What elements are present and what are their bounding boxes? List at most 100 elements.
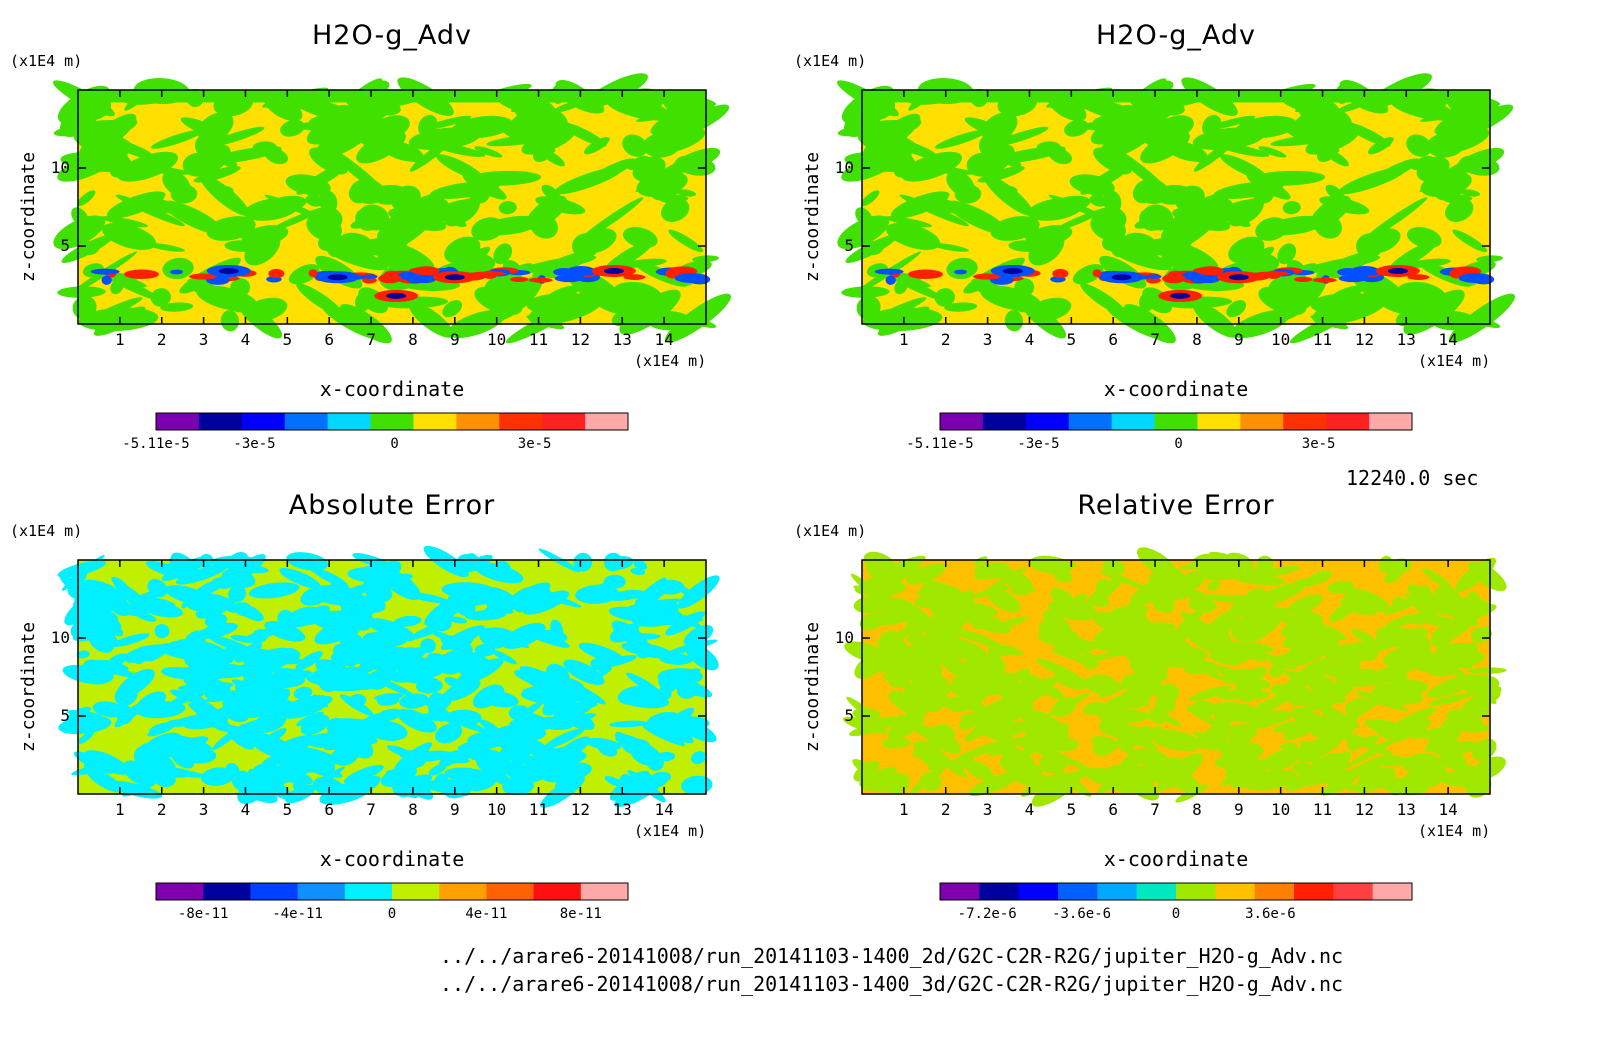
colorbar-segment — [542, 413, 586, 430]
x-tick-label: 2 — [156, 330, 167, 349]
file-path-2d: ../../arare6-20141008/run_20141103-1400_… — [440, 944, 1344, 968]
x-tick-label: 1 — [115, 800, 125, 819]
field-texture — [53, 73, 732, 344]
colorbar-segment — [413, 413, 457, 430]
x-tick-label: 4 — [240, 330, 251, 349]
x-axis-label: x-coordinate — [1103, 377, 1249, 401]
x-tick-label: 3 — [982, 330, 993, 349]
x-tick-label: 4 — [1024, 330, 1035, 349]
colorbar-segment — [250, 883, 299, 900]
heatmap-plot — [842, 547, 1507, 807]
x-tick-label: 10 — [1271, 800, 1291, 819]
colorbar-tick-label: 8e-11 — [559, 906, 602, 922]
colorbar-segment — [1068, 413, 1113, 430]
x-tick-label: 7 — [1150, 800, 1160, 819]
colorbar-segment — [1018, 883, 1059, 900]
colorbar-segment — [979, 883, 1020, 900]
y-axis-label: z-coordinate — [802, 621, 823, 752]
x-tick-label: 14 — [1438, 330, 1458, 349]
colorbar-tick-label: -3e-5 — [233, 436, 276, 452]
x-tick-label: 13 — [1396, 330, 1416, 349]
x-tick-label: 7 — [366, 800, 376, 819]
y-unit-label: (x1E4 m) — [10, 522, 83, 540]
y-tick-label: 10 — [50, 628, 70, 647]
x-tick-label: 3 — [198, 330, 209, 349]
colorbar-segment — [456, 413, 500, 430]
x-tick-label: 4 — [240, 800, 251, 819]
colorbar-segment — [392, 883, 440, 900]
y-tick-label: 10 — [834, 158, 854, 177]
colorbar-segment — [1283, 413, 1327, 430]
colorbar-segment — [1058, 883, 1098, 900]
colorbar-tick-label: 3e-5 — [517, 436, 552, 452]
colorbar-segment — [982, 413, 1027, 430]
time-label: 12240.0 sec — [1346, 466, 1479, 490]
colorbar-segment — [1215, 883, 1256, 900]
colorbar-tick-label: 4e-11 — [465, 906, 508, 922]
x-tick-label: 1 — [899, 800, 909, 819]
x-tick-label: 7 — [366, 330, 376, 349]
x-tick-label: 9 — [449, 330, 460, 349]
x-tick-label: 6 — [1108, 800, 1118, 819]
chart-panel: Absolute Error (x1E4 m) z-coordinate (x1E4 … — [0, 470, 784, 940]
x-tick-label: 5 — [1066, 330, 1077, 349]
x-tick-label: 2 — [156, 800, 167, 819]
colorbar — [939, 412, 1413, 431]
x-tick-label: 9 — [1233, 330, 1244, 349]
colorbar-segment — [203, 883, 251, 900]
colorbar-tick-label: 3e-5 — [1301, 436, 1336, 452]
chart-title: H2O-g_Adv — [1096, 20, 1256, 51]
colorbar-segment — [241, 413, 286, 430]
x-tick-label: 1 — [899, 330, 909, 349]
x-tick-label: 5 — [1066, 800, 1077, 819]
field-texture — [842, 547, 1507, 807]
x-unit-label: (x1E4 m) — [634, 822, 707, 840]
colorbar-segment — [1136, 883, 1177, 900]
colorbar-tick-label: 0 — [390, 436, 399, 452]
colorbar-segment — [940, 883, 980, 900]
x-axis-label: x-coordinate — [319, 847, 465, 871]
colorbar-segment — [344, 883, 393, 900]
chart-title: H2O-g_Adv — [312, 20, 472, 51]
colorbar-segment — [327, 413, 372, 430]
y-unit-label: (x1E4 m) — [10, 52, 83, 70]
x-tick-label: 9 — [1233, 800, 1244, 819]
x-tick-label: 14 — [1438, 800, 1458, 819]
colorbar-segment — [940, 413, 984, 430]
colorbar-tick-label: -8e-11 — [177, 906, 229, 922]
x-tick-label: 3 — [198, 800, 209, 819]
colorbar-segment — [533, 883, 582, 900]
x-tick-label: 12 — [570, 330, 591, 349]
colorbar-tick-label: -4e-11 — [272, 906, 323, 922]
chart-panel: H2O-g_Adv (x1E4 m) z-coordinate (x1E4 m) x-c… — [784, 0, 1568, 470]
x-tick-label: 12 — [1354, 800, 1375, 819]
x-tick-label: 12 — [570, 800, 591, 819]
colorbar-segment — [499, 413, 543, 430]
colorbar — [155, 412, 629, 431]
colorbar-segment — [1369, 413, 1413, 430]
file-path-3d: ../../arare6-20141008/run_20141103-1400_… — [440, 972, 1344, 996]
x-tick-label: 6 — [324, 800, 334, 819]
x-tick-label: 11 — [1312, 800, 1333, 819]
x-tick-label: 7 — [1150, 330, 1160, 349]
x-tick-label: 9 — [449, 800, 460, 819]
colorbar-tick-label: 0 — [1174, 436, 1183, 452]
colorbar-segment — [1097, 883, 1138, 900]
colorbar-segment — [585, 413, 629, 430]
x-tick-label: 8 — [1192, 330, 1202, 349]
x-tick-label: 10 — [1271, 330, 1291, 349]
y-tick-label: 5 — [60, 236, 70, 255]
colorbar-segment — [156, 413, 200, 430]
x-tick-label: 5 — [282, 800, 293, 819]
x-tick-label: 11 — [1312, 330, 1333, 349]
y-tick-label: 10 — [834, 628, 854, 647]
colorbar-tick-label: -5.11e-5 — [122, 436, 190, 452]
x-tick-label: 2 — [940, 330, 951, 349]
chart-panel: H2O-g_Adv (x1E4 m) z-coordinate (x1E4 m) x-c… — [0, 0, 784, 470]
colorbar-segment — [1240, 413, 1284, 430]
colorbar-segment — [1294, 883, 1334, 900]
colorbar-segment — [1254, 883, 1295, 900]
x-tick-label: 1 — [115, 330, 125, 349]
x-tick-label: 3 — [982, 800, 993, 819]
colorbar-segment — [1372, 883, 1413, 900]
